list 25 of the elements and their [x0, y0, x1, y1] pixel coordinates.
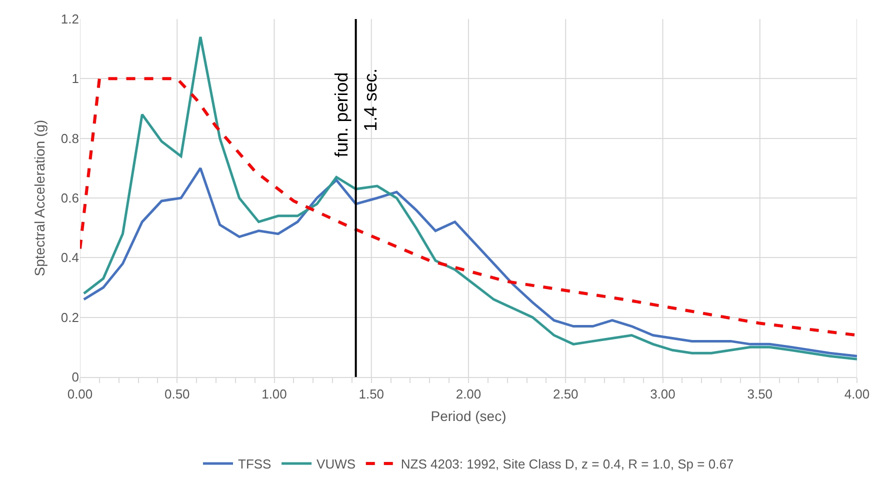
x-tick-label: 3.50 [747, 386, 773, 402]
y-tick-label: 0 [72, 370, 79, 385]
x-tick-label: 2.50 [552, 386, 578, 402]
x-tick-label: 0.50 [164, 386, 190, 402]
ref-line-label: fun. period [331, 72, 352, 158]
x-tick-label: 1.50 [358, 386, 384, 402]
y-tick-label: 0.2 [60, 310, 79, 325]
y-tick-label: 0.6 [60, 190, 79, 206]
x-tick-label: 1.00 [262, 386, 287, 402]
legend-label: VUWS [316, 456, 356, 472]
y-tick-label: 1.2 [60, 12, 79, 27]
legend-label: TFSS [238, 456, 272, 472]
line-series [82, 166, 857, 358]
legend-label: NZS 4203: 1992, Site Class D, z = 0.4, R = 1.0, Sp = 0.67 [400, 456, 734, 472]
y-tick-label: 1 [72, 71, 79, 86]
x-tick-label: 2.00 [456, 386, 482, 402]
x-tick-label: 3.00 [650, 386, 676, 402]
line-series [82, 36, 857, 360]
y-tick-label: 0.8 [60, 130, 79, 146]
x-tick-label: 0.00 [67, 386, 93, 402]
x-tick-label: 4.00 [844, 386, 870, 402]
annotation: 1.4 sec. [360, 68, 380, 132]
y-axis-title: Sptectral Acceleration (g) [32, 120, 48, 276]
x-axis-title: Period (sec) [430, 408, 506, 424]
y-tick-label: 0.4 [60, 250, 79, 266]
